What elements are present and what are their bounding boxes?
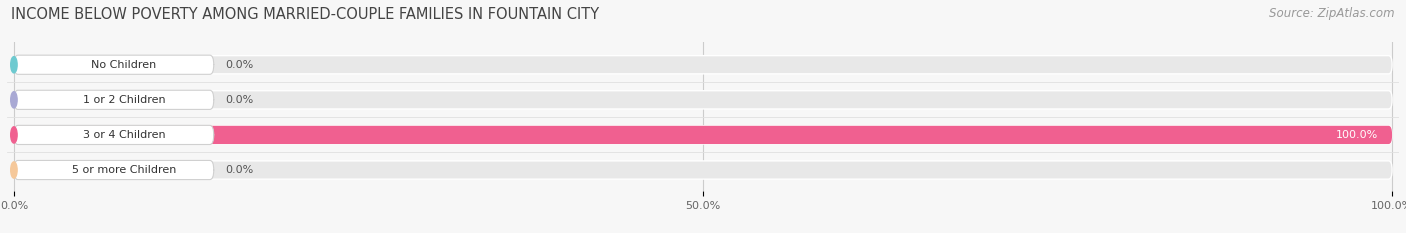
FancyBboxPatch shape (14, 161, 214, 180)
Text: 100.0%: 100.0% (1336, 130, 1378, 140)
Text: Source: ZipAtlas.com: Source: ZipAtlas.com (1270, 7, 1395, 20)
Text: 5 or more Children: 5 or more Children (72, 165, 176, 175)
Circle shape (11, 57, 17, 73)
FancyBboxPatch shape (14, 91, 1392, 109)
FancyBboxPatch shape (14, 161, 1392, 179)
FancyBboxPatch shape (14, 126, 1392, 144)
Text: 0.0%: 0.0% (225, 60, 253, 70)
Text: 0.0%: 0.0% (225, 95, 253, 105)
Circle shape (11, 162, 17, 178)
FancyBboxPatch shape (14, 90, 214, 110)
FancyBboxPatch shape (14, 125, 214, 144)
Circle shape (11, 127, 17, 143)
FancyBboxPatch shape (14, 55, 214, 74)
Text: 0.0%: 0.0% (225, 165, 253, 175)
Text: No Children: No Children (91, 60, 156, 70)
Circle shape (11, 92, 17, 108)
FancyBboxPatch shape (14, 126, 1392, 144)
Text: 3 or 4 Children: 3 or 4 Children (83, 130, 165, 140)
Text: INCOME BELOW POVERTY AMONG MARRIED-COUPLE FAMILIES IN FOUNTAIN CITY: INCOME BELOW POVERTY AMONG MARRIED-COUPL… (11, 7, 599, 22)
Text: 1 or 2 Children: 1 or 2 Children (83, 95, 165, 105)
FancyBboxPatch shape (14, 56, 1392, 74)
